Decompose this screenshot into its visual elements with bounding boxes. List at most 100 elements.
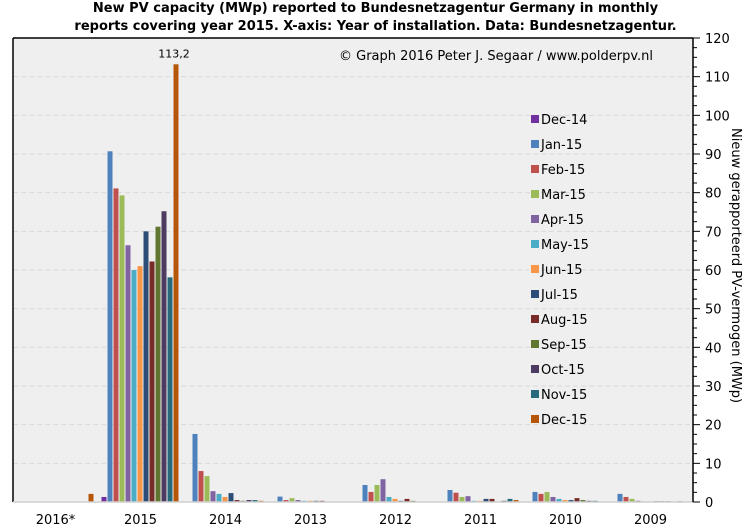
y-axis-title: Nieuw gerapporteerd PV-vermogen (MWp) [728,128,743,403]
legend: Dec-14 Jan-15 Feb-15 Mar-15 Apr-15 May-15 Jun-… [531,113,589,428]
legend-label: Aug-15 [541,313,588,328]
legend-item: Sep-15 [531,338,587,353]
y-tick-label: 110 [705,71,730,86]
bar-mar-15-2014 [204,476,210,502]
bar-jan-15-2013 [277,496,283,502]
legend-label: Feb-15 [541,163,585,178]
bar-jun-15-2012 [392,498,398,502]
y-tick-label: 40 [705,341,722,356]
data-label-dec-15-2015: 113,2 [158,47,190,60]
bar-mar-15-2011 [459,496,465,502]
bar-aug-15-2014 [234,500,240,502]
legend-item: Mar-15 [531,188,586,203]
legend-swatch [531,215,539,223]
bar-jan-15-2015 [107,151,113,502]
bar-may-15-2015 [131,270,137,502]
legend-swatch [531,290,539,298]
legend-swatch [531,365,539,373]
legend-label: Apr-15 [541,213,584,228]
bar-nov-15-2014 [252,500,258,502]
legend-swatch [531,140,539,148]
legend-label: Jul-15 [540,288,578,303]
legend-label: Mar-15 [541,188,586,203]
legend-item: Oct-15 [531,363,585,378]
bar-dec-14-2015 [101,496,107,502]
legend-label: Dec-15 [541,413,587,428]
bar-feb-15-2012 [368,491,374,502]
x-tick-label: 2010 [549,513,582,528]
bar-jan-15-2010 [532,491,538,502]
y-tick-label: 10 [705,457,722,472]
y-axis-ticks: 0 10 20 30 40 50 60 70 80 90 100 110 120 [693,32,730,511]
bar-jan-15-2012 [362,484,368,502]
legend-item: Nov-15 [531,388,587,403]
y-tick-label: 80 [705,187,722,202]
bar-feb-15-2013 [283,500,289,502]
y-tick-label: 90 [705,148,722,163]
x-tick-label: 2015 [124,513,157,528]
bar-sep-15-2015 [155,226,161,502]
bar-apr-15-2015 [125,245,131,502]
y-tick-label: 60 [705,264,722,279]
x-tick-label: 2016* [36,513,76,528]
bar-jul-15-2011 [483,498,489,502]
legend-item: Jun-15 [531,263,583,278]
bar-apr-15-2010 [550,496,556,502]
legend-item: Aug-15 [531,313,588,328]
bar-aug-15-2010 [574,498,580,502]
y-tick-label: 0 [705,496,713,511]
legend-item: Apr-15 [531,213,584,228]
chart-title-line2: reports covering year 2015. X-axis: Year… [74,19,677,34]
bar-aug-15-2012 [404,498,410,502]
bar-jun-15-2015 [137,266,143,502]
bar-aug-15-2015 [149,261,155,502]
x-tick-label: 2013 [294,513,327,528]
legend-item: May-15 [531,238,589,253]
x-tick-label: 2009 [634,513,667,528]
bar-mar-15-2013 [289,498,295,502]
bar-jun-15-2010 [562,500,568,502]
y-tick-label: 20 [705,419,722,434]
bar-jul-15-2015 [143,231,149,503]
bar-nov-15-2015 [167,277,173,502]
bar-oct-15-2015 [161,211,167,502]
legend-item: Dec-15 [531,413,587,428]
legend-label: Jan-15 [540,138,582,153]
bar-jan-15-2009 [617,493,623,502]
bar-apr-15-2011 [465,496,471,502]
legend-swatch [531,240,539,248]
legend-label: Dec-14 [541,113,587,128]
bar-sep-15-2010 [580,500,586,502]
bar-feb-15-2009 [623,496,629,502]
bar-mar-15-2015 [119,195,125,502]
bar-feb-15-2014 [198,471,204,502]
legend-label: Sep-15 [541,338,587,353]
chart-title-line1: New PV capacity (MWp) reported to Bundes… [92,1,659,16]
bar-jan-15-2014 [192,433,198,502]
legend-label: May-15 [541,238,589,253]
legend-label: Oct-15 [541,363,585,378]
bar-apr-15-2014 [210,491,216,502]
x-axis-labels: 2016* 2015 2014 2013 2012 2011 2010 2009 [36,513,667,528]
legend-swatch [531,115,539,123]
legend-item: Dec-14 [531,113,587,128]
bar-may-15-2014 [216,493,222,502]
legend-item: Jan-15 [531,138,582,153]
legend-swatch [531,340,539,348]
legend-swatch [531,265,539,273]
bar-jul-15-2014 [228,493,234,502]
legend-item: Jul-15 [531,288,578,303]
bar-feb-15-2010 [538,493,544,502]
y-tick-label: 120 [705,32,730,47]
bar-nov-15-2011 [507,498,513,502]
bar-mar-15-2009 [629,498,635,502]
x-tick-label: 2014 [209,513,242,528]
bar-mar-15-2010 [544,491,550,502]
chart-title: New PV capacity (MWp) reported to Bundes… [0,0,751,36]
legend-swatch [531,190,539,198]
y-tick-label: 100 [705,109,730,124]
bar-feb-15-2015 [113,188,119,502]
legend-swatch [531,315,539,323]
bar-dec-15-2016star [88,493,94,502]
